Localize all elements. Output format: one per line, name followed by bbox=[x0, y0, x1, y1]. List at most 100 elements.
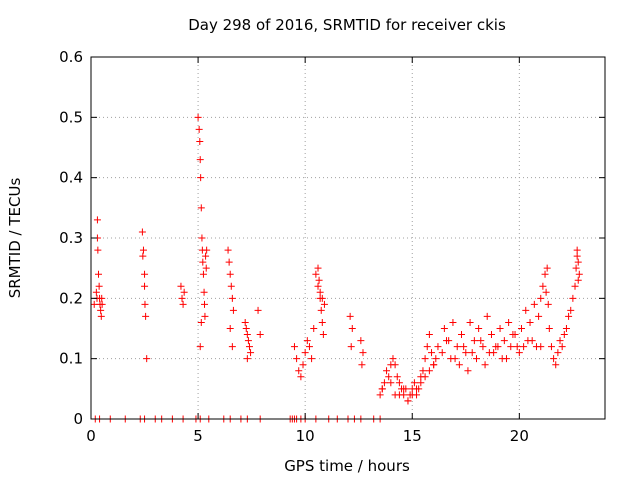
y-tick-label: 0.3 bbox=[59, 229, 83, 247]
data-point bbox=[393, 373, 401, 381]
data-point bbox=[247, 349, 255, 357]
data-point bbox=[290, 343, 298, 351]
data-point bbox=[567, 306, 575, 314]
data-point bbox=[95, 282, 103, 290]
data-point bbox=[542, 288, 550, 296]
data-point bbox=[511, 331, 519, 339]
data-point bbox=[318, 318, 326, 326]
data-point bbox=[453, 343, 461, 351]
data-point bbox=[380, 379, 388, 387]
data-point bbox=[197, 318, 205, 326]
data-point bbox=[141, 270, 149, 278]
data-point bbox=[554, 349, 562, 357]
data-point bbox=[522, 306, 530, 314]
data-point bbox=[430, 361, 438, 369]
data-point bbox=[196, 137, 204, 145]
data-point bbox=[479, 343, 487, 351]
data-point bbox=[451, 355, 459, 363]
data-point bbox=[180, 288, 188, 296]
data-point bbox=[224, 246, 232, 254]
data-point bbox=[198, 234, 206, 242]
data-point bbox=[314, 264, 322, 272]
data-point bbox=[440, 325, 448, 332]
data-point bbox=[197, 204, 205, 212]
data-point bbox=[473, 355, 480, 363]
x-axis-label: GPS time / hours bbox=[284, 457, 410, 475]
data-point bbox=[505, 318, 513, 326]
data-point bbox=[314, 282, 322, 290]
data-point bbox=[310, 325, 318, 332]
data-point bbox=[359, 349, 367, 357]
data-point bbox=[254, 306, 262, 314]
data-point bbox=[297, 373, 305, 381]
data-point bbox=[241, 318, 249, 326]
data-point bbox=[317, 306, 325, 314]
data-point bbox=[541, 270, 549, 278]
data-point bbox=[179, 300, 187, 308]
data-point bbox=[571, 282, 579, 290]
data-point bbox=[573, 252, 581, 260]
grid bbox=[91, 57, 605, 419]
data-point bbox=[575, 270, 583, 278]
y-axis-label: SRMTID / TECUs bbox=[6, 178, 24, 299]
data-point bbox=[196, 156, 204, 164]
data-point bbox=[245, 343, 253, 351]
data-point bbox=[417, 379, 425, 387]
data-point bbox=[97, 312, 105, 320]
data-point bbox=[404, 397, 412, 405]
data-point bbox=[383, 367, 391, 375]
data-point bbox=[316, 294, 324, 302]
data-point bbox=[395, 379, 403, 387]
data-point bbox=[432, 355, 440, 363]
data-point bbox=[502, 355, 510, 363]
chart-title: Day 298 of 2016, SRMTID for receiver cki… bbox=[188, 16, 506, 34]
data-point bbox=[574, 258, 582, 266]
data-point bbox=[295, 367, 303, 375]
data-point bbox=[143, 355, 151, 363]
data-point bbox=[475, 325, 483, 332]
data-point bbox=[93, 216, 101, 224]
data-point bbox=[526, 318, 534, 326]
data-point bbox=[178, 294, 186, 302]
data-point bbox=[419, 367, 427, 375]
data-point bbox=[348, 325, 356, 332]
data-point bbox=[357, 337, 365, 345]
data-point bbox=[528, 337, 536, 345]
data-point bbox=[468, 349, 476, 357]
data-point bbox=[200, 288, 208, 296]
data-point bbox=[199, 270, 207, 278]
data-point bbox=[391, 361, 399, 369]
data-point bbox=[308, 355, 316, 363]
data-point bbox=[226, 270, 234, 278]
data-point bbox=[387, 379, 395, 387]
data-point bbox=[500, 337, 508, 345]
y-tick-label: 0.1 bbox=[59, 350, 83, 368]
data-point bbox=[97, 306, 105, 314]
data-point bbox=[560, 331, 568, 339]
data-point bbox=[517, 325, 525, 332]
data-point bbox=[496, 325, 504, 332]
data-point bbox=[543, 264, 551, 272]
x-tick-label: 20 bbox=[510, 427, 529, 445]
data-point bbox=[228, 343, 236, 351]
data-point bbox=[574, 276, 582, 284]
data-point bbox=[385, 373, 393, 381]
data-point bbox=[139, 246, 147, 254]
data-point bbox=[556, 337, 564, 345]
axis-ticks: 0 0.1 0.2 0.3 0.4 0.5 0.6 0 5 10 15 20 bbox=[59, 48, 605, 445]
data-point bbox=[378, 385, 386, 393]
data-point bbox=[226, 325, 234, 332]
data-point bbox=[138, 228, 146, 236]
data-point bbox=[530, 300, 538, 308]
data-point bbox=[545, 325, 553, 332]
data-point bbox=[537, 343, 545, 351]
data-point bbox=[423, 343, 431, 351]
data-point bbox=[537, 294, 545, 302]
data-point bbox=[550, 355, 558, 363]
data-point bbox=[438, 349, 446, 357]
data-point bbox=[305, 343, 313, 351]
data-point bbox=[425, 367, 433, 375]
data-point bbox=[515, 349, 523, 357]
y-tick-label: 0.4 bbox=[59, 169, 83, 187]
